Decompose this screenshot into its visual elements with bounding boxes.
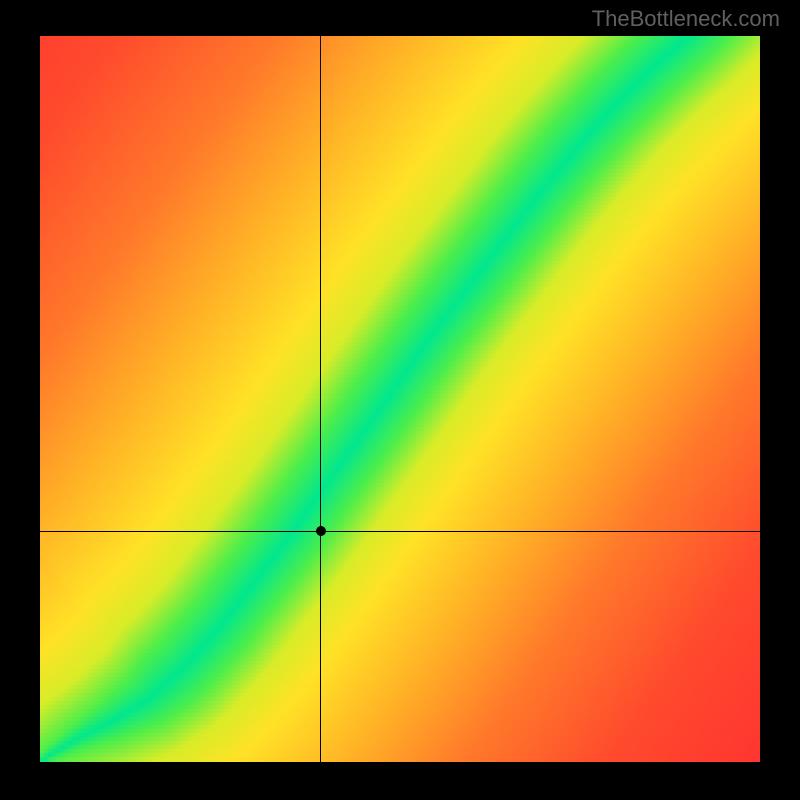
heatmap-canvas (40, 36, 760, 762)
crosshair-horizontal (40, 531, 760, 532)
watermark-text: TheBottleneck.com (592, 6, 780, 32)
chart-container: TheBottleneck.com (0, 0, 800, 800)
crosshair-vertical (320, 36, 321, 762)
heatmap-plot-area (40, 36, 760, 762)
intersection-marker (316, 526, 326, 536)
